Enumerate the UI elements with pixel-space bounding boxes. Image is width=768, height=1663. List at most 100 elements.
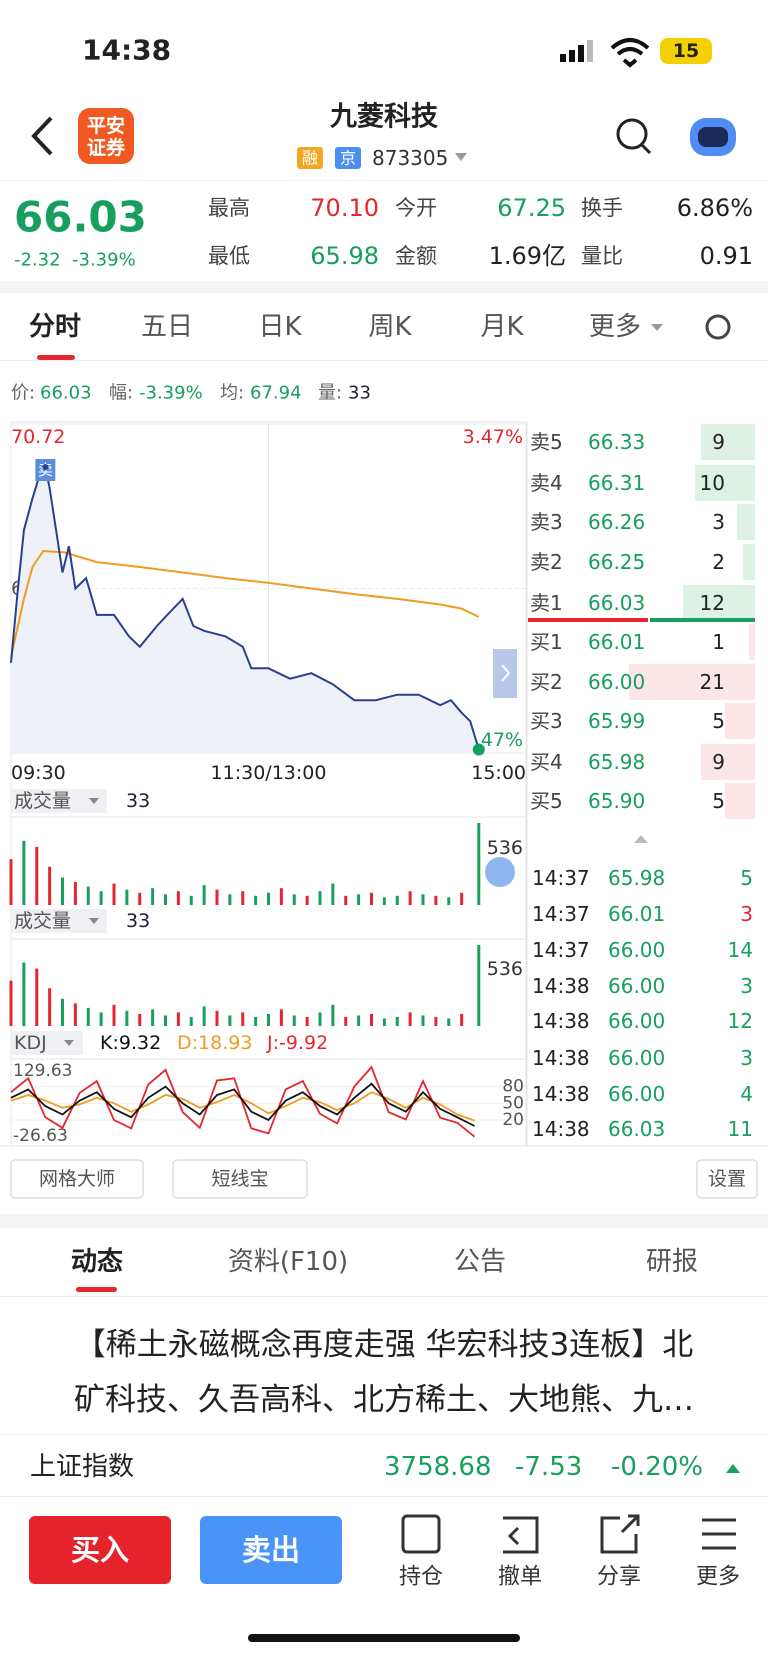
volume-bar xyxy=(189,895,193,905)
icon[interactable] xyxy=(600,1514,640,1554)
volume-bar xyxy=(357,894,361,905)
wifi xyxy=(610,38,650,68)
trade-price: 66.00 xyxy=(608,974,665,998)
depth-bar xyxy=(701,744,755,780)
news-tab[interactable]: 动态 xyxy=(71,1246,123,1277)
volume-bar xyxy=(202,1006,206,1026)
volume-bar xyxy=(151,1009,155,1026)
news-tab[interactable]: 公告 xyxy=(454,1247,506,1277)
y-tick-label: 80 xyxy=(502,1077,524,1097)
buy-button[interactable] xyxy=(29,1516,171,1584)
sell-label[interactable]: 卖出 xyxy=(242,1533,300,1567)
volume-bar xyxy=(61,877,64,905)
search-button[interactable] xyxy=(616,118,648,150)
search-handle xyxy=(640,143,652,155)
chart-tab[interactable]: 周K xyxy=(368,312,412,342)
y-tick-label: 50 xyxy=(502,1093,524,1113)
sell-button[interactable] xyxy=(200,1516,342,1584)
action-label[interactable]: 更多 xyxy=(696,1565,740,1590)
trade-price: 66.00 xyxy=(608,938,665,962)
volume-bar xyxy=(460,1013,464,1026)
volume-bar xyxy=(408,1012,412,1026)
tool-button[interactable] xyxy=(172,1159,308,1199)
chevron xyxy=(501,664,511,682)
divider xyxy=(0,1214,768,1228)
settings-link[interactable] xyxy=(696,1159,758,1199)
volume-bar xyxy=(22,840,26,905)
trade-time: 14:37 xyxy=(532,902,590,926)
home-indicator xyxy=(248,1634,520,1642)
chart-tab[interactable]: 月K xyxy=(480,312,524,342)
signal xyxy=(587,40,593,62)
volume-bar xyxy=(279,888,283,905)
trade-volume: 14 xyxy=(728,938,753,962)
back-button[interactable] xyxy=(31,116,53,156)
dropdown[interactable] xyxy=(455,153,467,161)
trade-volume: 3 xyxy=(740,974,753,998)
stat-value: 67.25 xyxy=(497,194,566,222)
x-tick-label: 09:30 xyxy=(11,762,66,784)
volume-bar xyxy=(99,891,103,905)
chart-tab[interactable]: 更多 xyxy=(589,312,641,342)
volume-bar xyxy=(138,892,142,905)
buy-label[interactable]: 买入 xyxy=(71,1533,129,1567)
icon[interactable] xyxy=(401,1514,441,1554)
action-label[interactable]: 持仓 xyxy=(399,1565,443,1590)
icon[interactable] xyxy=(503,1516,539,1554)
kdj-value: D:18.93 xyxy=(177,1032,252,1054)
action-label[interactable]: 撤单 xyxy=(498,1565,542,1590)
volume-bar xyxy=(112,883,116,905)
stat-label: 换手 xyxy=(581,196,623,220)
divider xyxy=(0,1296,768,1297)
tool-label[interactable]: 网格大师 xyxy=(39,1168,115,1190)
clock: 14:38 xyxy=(82,34,171,67)
kdj-value: K:9.32 xyxy=(100,1032,161,1054)
decor xyxy=(0,38,768,1642)
volume-bar xyxy=(86,886,90,905)
news-tab[interactable]: 资料(F10) xyxy=(228,1247,348,1277)
fullscreen-button[interactable] xyxy=(485,857,515,887)
panel-label[interactable]: KDJ xyxy=(14,1032,47,1054)
depth-bar xyxy=(683,585,755,621)
chart-tab[interactable]: 日K xyxy=(258,312,302,342)
panel-label[interactable]: 成交量 xyxy=(14,910,71,932)
volume-bar xyxy=(164,894,167,905)
change-pct: -3.39% xyxy=(72,250,136,271)
expand-button[interactable] xyxy=(493,649,517,698)
trade-time: 14:38 xyxy=(532,1117,590,1141)
change: -2.32 xyxy=(14,250,61,271)
icon[interactable] xyxy=(702,1518,736,1550)
book-label: 卖3 xyxy=(530,510,563,534)
news-tab[interactable]: 研报 xyxy=(646,1247,698,1277)
trade-price: 66.00 xyxy=(608,1046,665,1070)
chart-tab[interactable]: 分时 xyxy=(29,312,81,342)
info-value: -3.39% xyxy=(139,383,203,404)
scroll-up[interactable] xyxy=(634,835,648,843)
volume-bar xyxy=(267,1013,270,1026)
stat-label: 最低 xyxy=(208,244,250,268)
price-area xyxy=(11,467,479,753)
chart-tab[interactable]: 五日 xyxy=(141,312,193,342)
volume-bar xyxy=(86,1007,90,1026)
tool-label[interactable]: 设置 xyxy=(708,1168,746,1190)
book-price: 66.26 xyxy=(588,510,645,534)
panel-value: 33 xyxy=(126,790,150,812)
volume-bar xyxy=(202,885,206,905)
volume-bar xyxy=(48,866,52,905)
news-line[interactable]: 【稀土永磁概念再度走强 华宏科技3连板】北 xyxy=(75,1327,694,1363)
volume-bar xyxy=(35,968,39,1026)
divider xyxy=(0,281,768,293)
news-line[interactable]: 矿科技、久吾高科、北方稀土、大地熊、九… xyxy=(74,1382,694,1418)
volume-bar xyxy=(331,1004,335,1026)
tool-label[interactable]: 短线宝 xyxy=(211,1168,268,1190)
kdj-value: J:-9.92 xyxy=(266,1032,328,1054)
volume-bar xyxy=(73,1003,77,1026)
depth-bar xyxy=(629,664,755,700)
tool-button[interactable] xyxy=(10,1159,144,1199)
panel-label[interactable]: 成交量 xyxy=(14,790,71,812)
trade-volume: 11 xyxy=(728,1117,753,1141)
settings-button[interactable] xyxy=(705,314,731,340)
action-label[interactable]: 分享 xyxy=(597,1565,641,1590)
